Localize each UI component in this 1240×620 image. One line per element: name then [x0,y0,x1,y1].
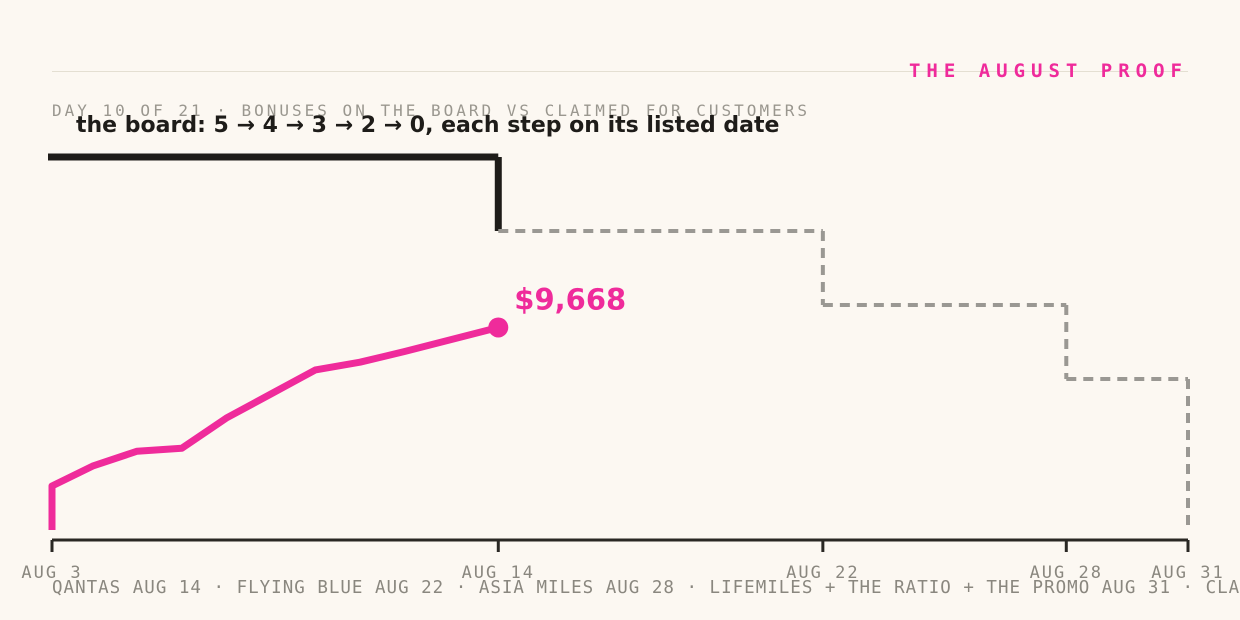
x-axis-ticks: AUG 3 AUG 14 AUG 22 AUG 28 AUG 31 [21,540,1224,583]
board-step-series [48,153,1190,527]
claimed-end-label: $9,668 [514,282,626,316]
chart-subtitle: DAY 10 OF 21 · BONUSES ON THE BOARD VS C… [52,101,810,120]
board-annotation: the board: 5 → 4 → 3 → 2 → 0, each step … [76,113,780,138]
x-tick-label-2: AUG 22 [786,563,859,583]
x-tick-label-0: AUG 3 [21,563,82,583]
claimed-end-point [488,317,509,338]
claimed-line [48,324,500,530]
claimed-series: $9,668 [48,282,626,530]
x-tick-label-4: AUG 31 [1151,563,1224,583]
x-tick-label-3: AUG 28 [1030,563,1103,583]
x-tick-label-1: AUG 14 [462,563,535,583]
footer-caption: QANTAS AUG 14 · FLYING BLUE AUG 22 · ASI… [52,578,1240,598]
brand-title: THE AUGUST PROOF [908,60,1188,82]
header-rule [52,71,1188,72]
